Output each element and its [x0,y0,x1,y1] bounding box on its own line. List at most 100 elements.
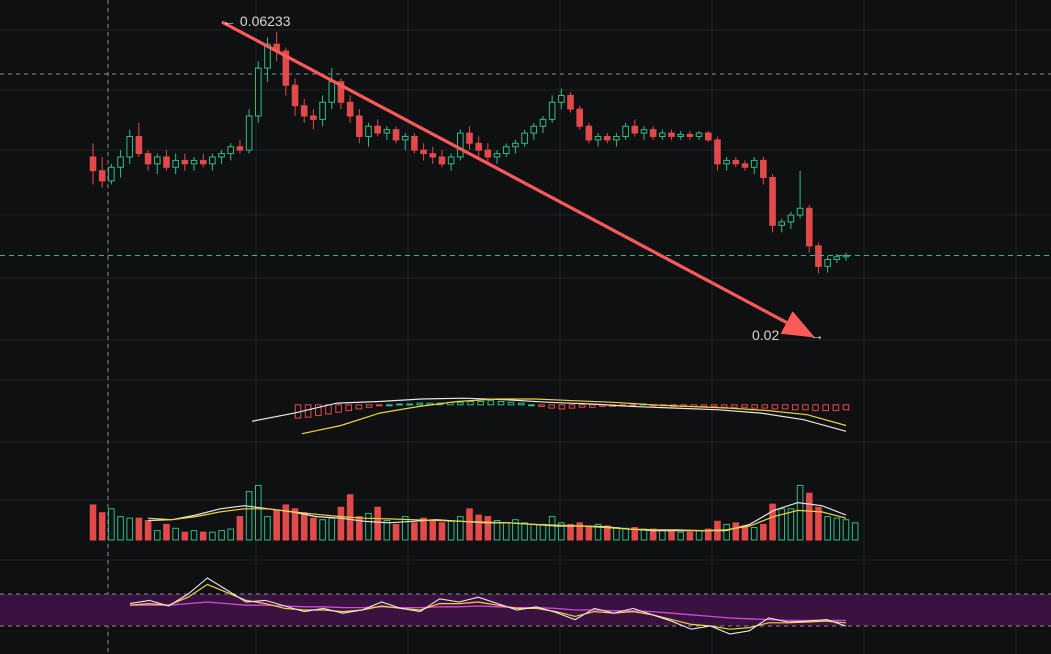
macd-bar-8 [376,405,382,406]
candle-body [751,160,757,167]
candle-body [292,85,298,106]
candle-body [476,143,482,150]
candle-78 [806,205,812,253]
candle-body [733,160,739,163]
candle-body [99,171,105,181]
candle-body [421,150,427,153]
volume-bar-27 [338,507,344,540]
candle-body [246,116,252,150]
candle-body [825,260,831,267]
volume-bar-22 [292,509,298,540]
candle-body [522,133,528,143]
volume-bar-52 [568,524,574,540]
volume-bar-0 [90,505,96,540]
volume-bar-63 [669,531,675,540]
candle-18 [255,61,261,123]
candle-body [191,160,197,163]
candle-body [705,133,711,140]
volume-bar-41 [467,509,473,540]
candle-body [678,134,684,136]
volume-bar-70 [733,523,739,540]
candle-body [255,68,261,116]
volume-bar-71 [742,526,748,540]
macd-bar-9 [387,405,393,406]
candle-17 [246,109,252,153]
candle-body [109,167,115,181]
volume-bar-23 [301,513,307,540]
candle-body [182,160,188,163]
candle-body [145,154,151,164]
candle-54 [586,123,592,144]
low-price-label: 0.02 [752,327,779,343]
candle-body [513,143,519,146]
volume-bar-78 [806,493,812,540]
volume-bar-20 [274,510,280,540]
volume-bar-24 [311,518,317,540]
candle-body [127,136,133,157]
candle-body [696,133,702,136]
volume-bar-35 [412,523,418,540]
candle-body [669,133,675,136]
candle-body [660,133,666,136]
candle-body [393,130,399,140]
macd-bar-10 [397,404,403,405]
candle-body [687,134,693,136]
candle-67 [705,131,711,142]
candle-body [485,150,491,157]
candle-body [715,140,721,164]
volume-bar-74 [770,504,776,540]
candle-body [320,102,326,119]
candle-body [136,136,142,153]
candle-body [742,164,748,167]
volume-bar-54 [586,526,592,540]
candle-body [228,147,234,154]
volume-bar-12 [200,532,206,540]
candle-body [448,157,454,164]
candle-52 [568,92,574,113]
candle-body [329,82,335,103]
candle-body [779,222,785,225]
candle-body [834,257,840,260]
candle-body [118,157,124,167]
candle-body [90,157,96,171]
candle-body [559,95,565,102]
candle-body [540,119,546,126]
macd-bar-11 [407,404,413,405]
volume-bar-73 [761,524,767,540]
candle-body [614,136,620,139]
candle-body [154,157,160,164]
candle-body [458,133,464,157]
volume-bar-10 [182,532,188,540]
candle-body [311,116,317,119]
candle-body [494,154,500,157]
candle-body [604,136,610,139]
candle-53 [577,106,583,130]
candle-body [806,208,812,246]
candle-40 [458,130,464,161]
candle-35 [412,133,418,154]
candle-body [761,160,767,177]
candle-body [503,147,509,154]
volume-bar-43 [485,517,491,540]
candle-body [467,133,473,143]
candle-body [384,130,390,133]
candle-body [632,126,638,133]
rsi-band-fill [0,594,1051,626]
candle-body [164,157,170,167]
candle-body [724,160,730,163]
candle-body [816,246,822,267]
candle-2 [109,164,115,185]
candle-body [788,215,794,222]
high-price-label: ← 0.06233 [222,13,291,29]
candle-body [586,126,592,140]
volume-bar-16 [237,517,243,540]
low-price-arrow: → [810,327,824,343]
candle-74 [770,174,776,232]
candle-body [568,95,574,109]
candle-body [347,102,353,116]
volume-bar-42 [476,515,482,540]
volume-bar-8 [164,524,170,540]
volume-bar-65 [687,532,693,540]
volume-bar-5 [136,518,142,540]
